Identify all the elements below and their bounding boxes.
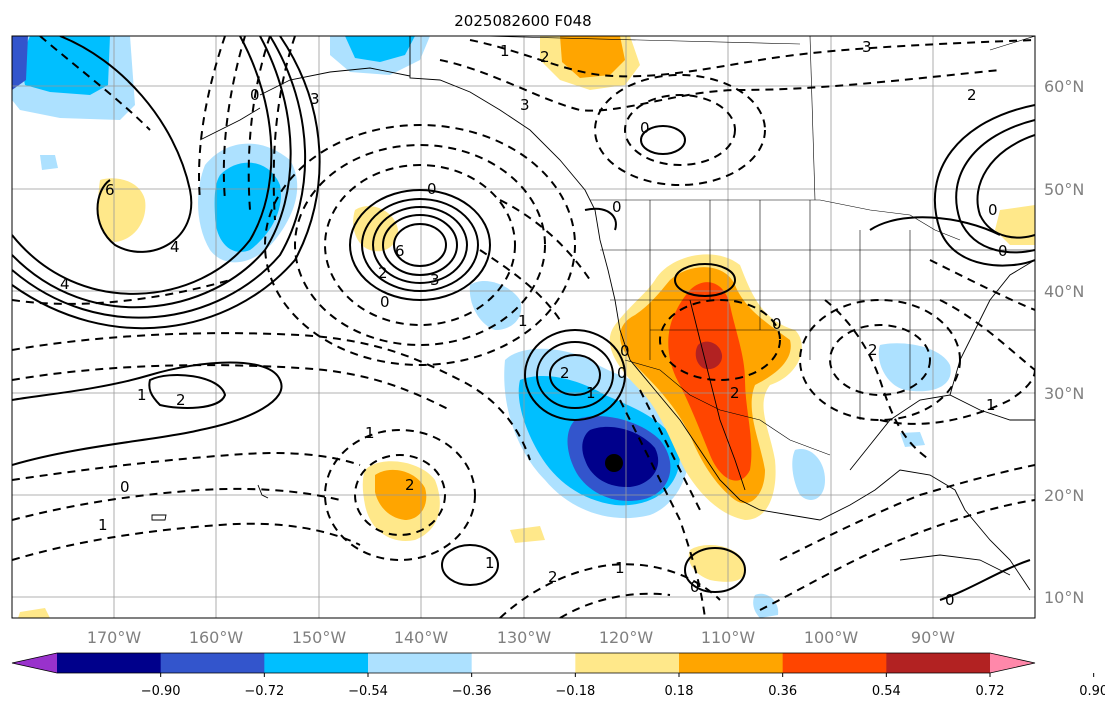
contour-label: 2 xyxy=(548,568,558,586)
contour-label: 2 xyxy=(967,86,977,104)
contour-label: 0 xyxy=(945,591,955,609)
colorbar-swatch xyxy=(575,653,680,673)
colorbar-tick-label: 0.36 xyxy=(768,684,797,699)
colorbar-swatch xyxy=(679,653,784,673)
contour-label: 0 xyxy=(250,86,260,104)
contour-label: 2 xyxy=(405,476,415,494)
contour-label: 1 xyxy=(500,42,510,60)
contour-label: 2 xyxy=(560,364,570,382)
colorbar-swatch xyxy=(471,653,576,673)
lat-label: 10°N xyxy=(1044,588,1084,607)
contour-label: 3 xyxy=(430,271,440,289)
contour-label: 0 xyxy=(612,198,622,216)
contour-label: 0 xyxy=(427,180,437,198)
colorbar-swatch xyxy=(782,653,887,673)
colorbar-swatch xyxy=(886,653,991,673)
contour-label: 0 xyxy=(620,342,630,360)
colorbar-swatch xyxy=(368,653,473,673)
lon-label: 110°W xyxy=(701,628,756,647)
lon-label: 150°W xyxy=(292,628,347,647)
colorbar-swatch xyxy=(57,653,162,673)
lat-label: 60°N xyxy=(1044,77,1084,96)
longitude-labels: 170°W 160°W 150°W 140°W 130°W 120°W 110°… xyxy=(87,628,955,647)
contour-label: 2 xyxy=(378,264,388,282)
solid-contours xyxy=(12,36,1035,601)
contour-label: 2 xyxy=(540,48,550,66)
colorbar-extend-max xyxy=(990,653,1035,673)
contour-label: 4 xyxy=(60,275,70,293)
contour-label: 3 xyxy=(310,90,320,108)
colorbar-tick-label: −0.90 xyxy=(141,684,181,699)
contour-labels: 1 2 3 3 3 2 6 4 4 0 0 6 3 2 0 1 0 0 2 1 … xyxy=(60,38,1008,609)
map-title: 2025082600 F048 xyxy=(454,12,591,30)
contour-label: 1 xyxy=(137,386,147,404)
lon-label: 160°W xyxy=(189,628,244,647)
contour-label: 0 xyxy=(640,119,650,137)
colorbar-swatch xyxy=(160,653,265,673)
contour-label: 1 xyxy=(518,312,528,330)
colorbar-swatch xyxy=(264,653,369,673)
colorbar-tick-label: 0.54 xyxy=(872,684,901,699)
contour-label: 2 xyxy=(730,384,740,402)
negative-anomaly-shading xyxy=(12,36,951,618)
colorbar-outline xyxy=(11,652,1036,674)
dashed-contours xyxy=(12,36,1035,618)
contour-label: 4 xyxy=(170,238,180,256)
lon-label: 130°W xyxy=(497,628,552,647)
political-borders xyxy=(479,36,1035,456)
lon-label: 120°W xyxy=(599,628,654,647)
contour-label: 1 xyxy=(485,554,495,572)
contour-label: 1 xyxy=(615,559,625,577)
contour-label: 0 xyxy=(380,293,390,311)
colorbar-tick-label: 0.18 xyxy=(665,684,694,699)
graticule xyxy=(12,36,1035,618)
contour-label: 0 xyxy=(120,478,130,496)
contour-label: 1 xyxy=(365,424,375,442)
contour-label: 1 xyxy=(986,396,996,414)
colorbar-tick-label: 0.90 xyxy=(1079,684,1105,699)
colorbar-tick-label: 0.72 xyxy=(976,684,1005,699)
lon-label: 140°W xyxy=(394,628,449,647)
contour-label: 0 xyxy=(772,315,782,333)
contour-label: 0 xyxy=(690,578,700,596)
contour-label: 3 xyxy=(520,96,530,114)
lat-label: 40°N xyxy=(1044,282,1084,301)
contour-label: 1 xyxy=(586,384,596,402)
contour-label: 0 xyxy=(988,201,998,219)
contour-label: 0 xyxy=(617,364,627,382)
lat-label: 20°N xyxy=(1044,486,1084,505)
contour-label: 6 xyxy=(395,242,405,260)
lon-label: 100°W xyxy=(804,628,859,647)
positive-anomaly-shading xyxy=(18,36,1035,618)
latitude-labels: 60°N 50°N 40°N 30°N 20°N 10°N xyxy=(1044,77,1084,607)
colorbar-extend-min xyxy=(12,653,57,673)
contour-label: 1 xyxy=(98,516,108,534)
lon-label: 170°W xyxy=(87,628,142,647)
colorbar-tick-label: −0.18 xyxy=(555,684,595,699)
colorbar: −0.90 −0.72 −0.54 −0.36 −0.18 0.18 0.36 0.54 0.7… xyxy=(11,652,1105,699)
lat-label: 50°N xyxy=(1044,180,1084,199)
map-content: 1 2 3 3 3 2 6 4 4 0 0 6 3 2 0 1 0 0 2 1 … xyxy=(12,36,1035,618)
coastlines xyxy=(151,36,1035,591)
lon-label: 90°W xyxy=(911,628,955,647)
contour-label: 2 xyxy=(868,341,878,359)
colorbar-tick-label: −0.36 xyxy=(452,684,492,699)
colorbar-tick-label: −0.72 xyxy=(244,684,284,699)
lat-label: 30°N xyxy=(1044,384,1084,403)
contour-label: 3 xyxy=(862,38,872,56)
contour-label: 2 xyxy=(176,391,186,409)
colorbar-tick-label: −0.54 xyxy=(348,684,388,699)
contour-label: 0 xyxy=(998,242,1008,260)
contour-label: 6 xyxy=(105,181,115,199)
map-border xyxy=(11,35,1036,619)
